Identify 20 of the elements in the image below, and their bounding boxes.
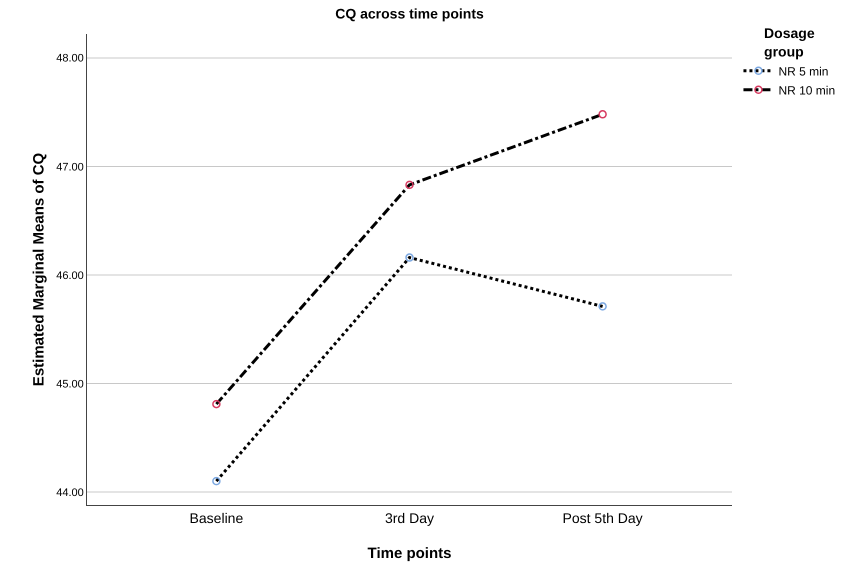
y-tick-label: 44.00	[56, 486, 84, 499]
point	[212, 400, 221, 408]
x-tick-label: Baseline	[190, 510, 244, 526]
y-tick-label: 46.00	[56, 270, 84, 282]
y-axis-title: Estimated Marginal Means of CQ	[30, 152, 48, 386]
point	[405, 180, 414, 190]
point	[405, 253, 414, 262]
point	[598, 110, 607, 119]
point	[598, 302, 607, 311]
legend-title: Dosage group	[764, 25, 815, 60]
y-tick-label: 48.00	[56, 52, 84, 65]
x-tick-label: Post 5th Day	[562, 510, 643, 526]
legend-label: NR 10 min	[778, 83, 836, 98]
y-tick-label: 45.00	[56, 378, 84, 390]
x-tick-label: 3rd Day	[384, 510, 434, 526]
legend-label: NR 5 min	[778, 64, 828, 78]
chart-title: CQ across time points	[335, 5, 484, 22]
point	[212, 476, 221, 486]
y-tick-label: 47.00	[56, 161, 84, 174]
x-axis-title: Time points	[368, 544, 452, 562]
